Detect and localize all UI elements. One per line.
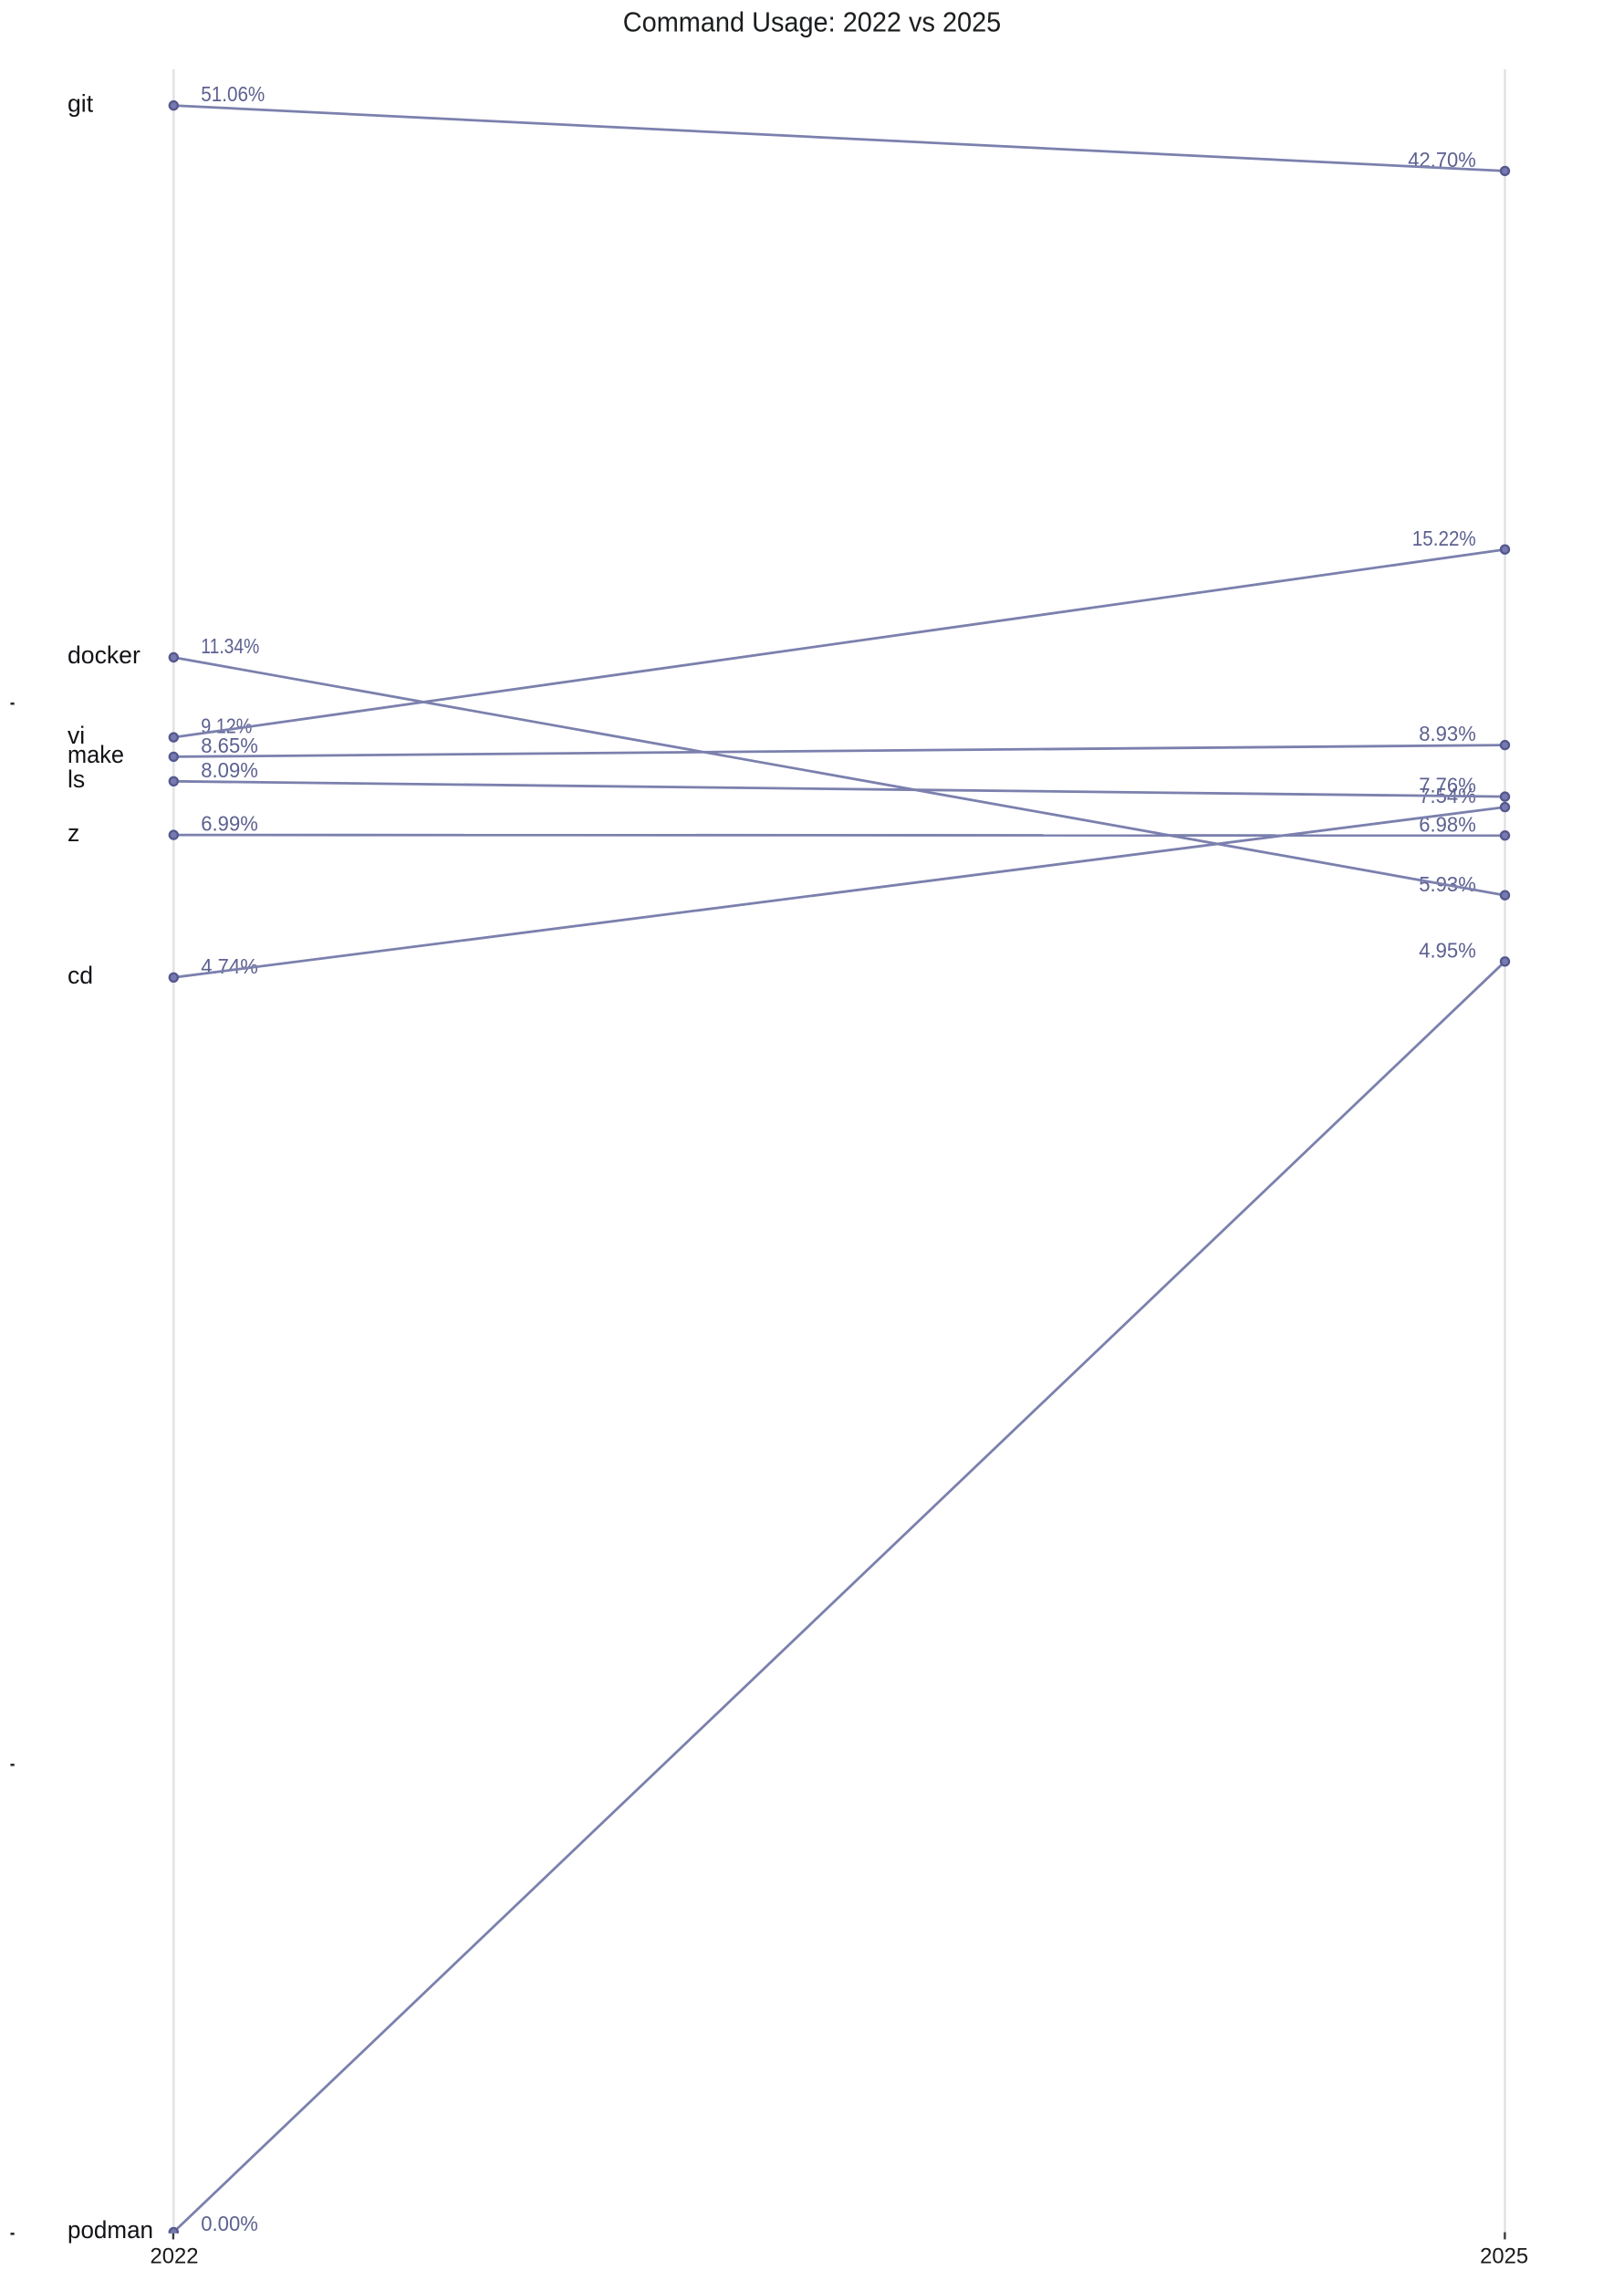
svg-text:make: make: [68, 741, 124, 768]
svg-text:podman: podman: [68, 2216, 153, 2244]
svg-text:docker: docker: [68, 641, 141, 669]
svg-text:9.12%: 9.12%: [201, 714, 252, 738]
svg-text:8.65%: 8.65%: [201, 734, 257, 757]
svg-text:8.93%: 8.93%: [1419, 722, 1476, 745]
svg-text:ls: ls: [68, 766, 85, 793]
svg-text:vi: vi: [68, 722, 85, 749]
svg-text:git: git: [68, 89, 94, 117]
svg-text:6.99%: 6.99%: [201, 812, 257, 836]
svg-text:11.34%: 11.34%: [201, 634, 259, 658]
svg-text:z: z: [68, 819, 79, 847]
svg-text:51.06%: 51.06%: [201, 82, 265, 106]
svg-text:2022: 2022: [151, 2245, 199, 2269]
svg-text:4.95%: 4.95%: [1419, 938, 1476, 962]
svg-text:7.76%: 7.76%: [1419, 774, 1476, 797]
svg-text:15.22%: 15.22%: [1412, 526, 1476, 550]
svg-text:cd: cd: [68, 962, 93, 989]
svg-text:8.09%: 8.09%: [201, 758, 257, 782]
svg-text:4.74%: 4.74%: [201, 954, 257, 978]
svg-text:0.00%: 0.00%: [201, 2212, 257, 2235]
svg-text:2025: 2025: [1480, 2245, 1528, 2269]
svg-text:Command Usage: 2022 vs 2025: Command Usage: 2022 vs 2025: [623, 5, 1002, 37]
